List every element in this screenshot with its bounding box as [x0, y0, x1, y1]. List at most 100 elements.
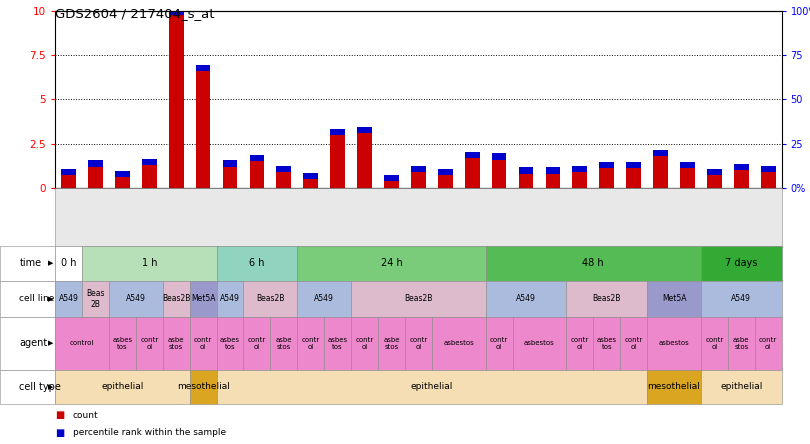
- Text: GSM139647: GSM139647: [145, 189, 154, 235]
- Text: 6 h: 6 h: [249, 258, 265, 268]
- Text: GSM139664: GSM139664: [495, 189, 504, 235]
- Text: GSM139644: GSM139644: [522, 189, 531, 235]
- Text: GSM139657: GSM139657: [467, 189, 476, 235]
- Bar: [545, 167, 561, 174]
- Text: 24 h: 24 h: [381, 258, 403, 268]
- Text: Beas
2B: Beas 2B: [86, 289, 104, 309]
- Text: asbe
stos: asbe stos: [383, 337, 399, 350]
- Text: GSM139654: GSM139654: [172, 189, 181, 235]
- Text: asbes
tos: asbes tos: [220, 337, 240, 350]
- Text: GSM139761: GSM139761: [710, 189, 719, 235]
- Text: cell type: cell type: [19, 382, 61, 392]
- Bar: [276, 166, 292, 172]
- Bar: [573, 172, 587, 188]
- Bar: [357, 133, 372, 188]
- Text: contr
ol: contr ol: [706, 337, 723, 350]
- Bar: [384, 181, 399, 188]
- Bar: [411, 172, 426, 188]
- Text: mesothelial: mesothelial: [177, 382, 229, 392]
- Text: GSM139646: GSM139646: [64, 189, 73, 235]
- Bar: [707, 169, 722, 175]
- Text: GSM139666: GSM139666: [629, 189, 638, 235]
- Text: GSM139656: GSM139656: [441, 189, 450, 235]
- Text: GSM139641: GSM139641: [279, 189, 288, 235]
- Bar: [168, 15, 184, 188]
- Bar: [196, 65, 211, 71]
- Bar: [492, 159, 506, 188]
- Bar: [599, 162, 614, 168]
- Bar: [680, 168, 695, 188]
- Text: contr
ol: contr ol: [194, 337, 212, 350]
- Text: 1 h: 1 h: [142, 258, 157, 268]
- Text: contr
ol: contr ol: [356, 337, 373, 350]
- Text: GSM139645: GSM139645: [548, 189, 557, 235]
- Bar: [223, 160, 237, 166]
- Bar: [168, 8, 184, 15]
- Text: control: control: [70, 340, 94, 346]
- Bar: [411, 166, 426, 172]
- Text: ▶: ▶: [48, 384, 53, 390]
- Bar: [734, 164, 748, 170]
- Bar: [734, 170, 748, 188]
- Text: GSM139652: GSM139652: [575, 189, 584, 235]
- Bar: [330, 135, 345, 188]
- Text: GSM139669: GSM139669: [253, 189, 262, 235]
- Text: Beas2B: Beas2B: [256, 294, 284, 303]
- Bar: [142, 159, 156, 165]
- Text: GSM139760: GSM139760: [225, 189, 235, 235]
- Bar: [142, 165, 156, 188]
- Bar: [196, 71, 211, 188]
- Text: contr
ol: contr ol: [248, 337, 266, 350]
- Text: GSM139649: GSM139649: [764, 189, 773, 235]
- Text: ▶: ▶: [48, 296, 53, 302]
- Text: A549: A549: [220, 294, 240, 303]
- Text: time: time: [19, 258, 41, 268]
- Text: epithelial: epithelial: [101, 382, 143, 392]
- Bar: [626, 168, 641, 188]
- Bar: [707, 175, 722, 188]
- Text: A549: A549: [731, 294, 751, 303]
- Text: contr
ol: contr ol: [140, 337, 159, 350]
- Text: asbes
tos: asbes tos: [327, 337, 347, 350]
- Bar: [653, 156, 668, 188]
- Text: cell line: cell line: [19, 294, 54, 303]
- Text: contr
ol: contr ol: [409, 337, 428, 350]
- Bar: [384, 174, 399, 181]
- Text: epithelial: epithelial: [411, 382, 453, 392]
- Bar: [303, 173, 318, 179]
- Bar: [465, 158, 480, 188]
- Text: GSM139668: GSM139668: [683, 189, 692, 235]
- Text: Beas2B: Beas2B: [404, 294, 433, 303]
- Bar: [249, 161, 264, 188]
- Text: epithelial: epithelial: [720, 382, 762, 392]
- Text: GSM139648: GSM139648: [306, 189, 315, 235]
- Text: GDS2604 / 217404_s_at: GDS2604 / 217404_s_at: [55, 7, 215, 20]
- Text: agent: agent: [19, 338, 48, 348]
- Text: contr
ol: contr ol: [301, 337, 320, 350]
- Text: GSM139660: GSM139660: [91, 189, 100, 235]
- Text: GSM139655: GSM139655: [333, 189, 342, 235]
- Bar: [680, 162, 695, 168]
- Bar: [761, 172, 776, 188]
- Text: asbestos: asbestos: [524, 340, 555, 346]
- Text: contr
ol: contr ol: [759, 337, 778, 350]
- Text: asbe
stos: asbe stos: [275, 337, 292, 350]
- Text: GSM139663: GSM139663: [360, 189, 369, 235]
- Text: asbe
stos: asbe stos: [733, 337, 749, 350]
- Text: A549: A549: [126, 294, 146, 303]
- Bar: [599, 168, 614, 188]
- Text: ▶: ▶: [48, 260, 53, 266]
- Bar: [653, 150, 668, 156]
- Text: asbestos: asbestos: [659, 340, 689, 346]
- Text: GSM139642: GSM139642: [737, 189, 746, 235]
- Bar: [518, 167, 534, 174]
- Bar: [276, 172, 292, 188]
- Bar: [249, 155, 264, 161]
- Bar: [61, 175, 76, 188]
- Text: 48 h: 48 h: [582, 258, 604, 268]
- Bar: [438, 175, 453, 188]
- Bar: [330, 129, 345, 135]
- Text: ■: ■: [55, 428, 64, 438]
- Text: Beas2B: Beas2B: [593, 294, 621, 303]
- Text: GSM139643: GSM139643: [387, 189, 396, 235]
